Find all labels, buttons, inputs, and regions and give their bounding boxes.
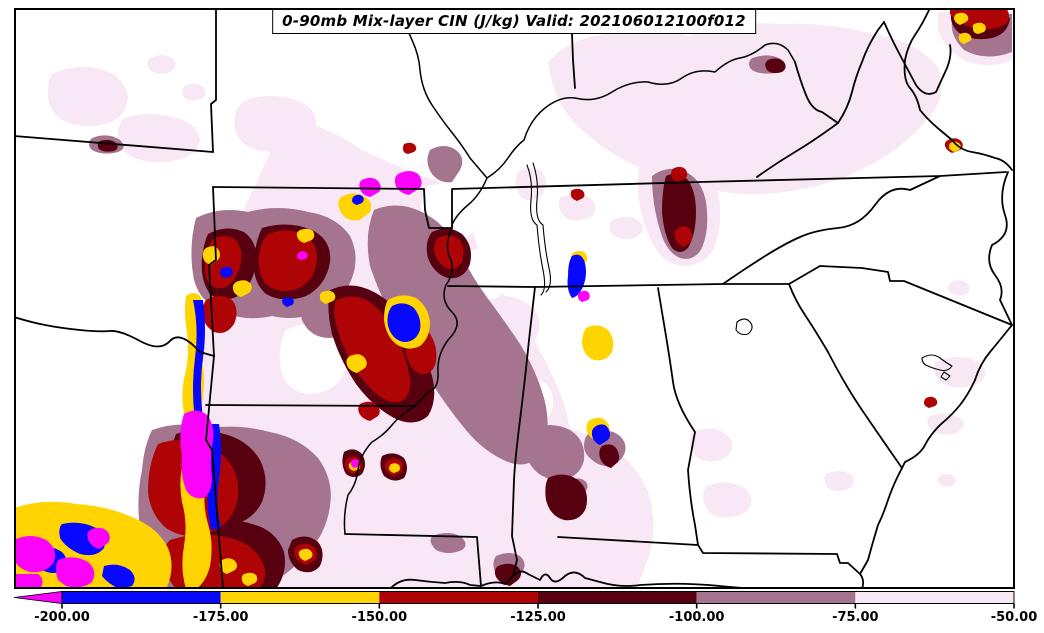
colorbar-tick-label: -75.00: [832, 610, 879, 625]
lake-barkley: [532, 162, 552, 293]
gulf-coast: [389, 570, 801, 589]
map-title-box: 0-90mb Mix-layer CIN (J/kg) Valid: 20210…: [272, 9, 756, 34]
colorbar-bin: [379, 591, 538, 604]
colorbar-tick-label: -150.00: [352, 610, 408, 625]
coastline: [389, 8, 1013, 589]
colorbar-tick-label: -125.00: [510, 610, 566, 625]
map-content: [14, 8, 1013, 589]
colorbar-bin: [538, 591, 697, 604]
atlantic-coast: [903, 8, 1013, 171]
colorbar-tick-label: -50.00: [991, 610, 1038, 625]
colorbar-tick-label: -175.00: [193, 610, 249, 625]
map-title: 0-90mb Mix-layer CIN (J/kg) Valid: 20210…: [282, 12, 746, 30]
colorbar: -200.00 -175.00 -150.00 -125.00 -100.00 -75.0…: [13, 591, 1044, 631]
rivers-and-lakes: [343, 8, 953, 535]
carolina-coast: [859, 171, 1013, 589]
ga-lake: [735, 318, 753, 336]
colorbar-tick-label: -200.00: [34, 610, 90, 625]
colorbar-bin: [62, 591, 221, 604]
colorbar-underflow-arrow: [13, 591, 63, 604]
colorbar-bin: [220, 591, 380, 604]
colorbar-outline: [61, 591, 1015, 604]
colorbar-svg: -200.00 -175.00 -150.00 -125.00 -100.00 -75.0…: [13, 591, 1038, 625]
sc-lakes: [921, 354, 953, 381]
kentucky-lake: [526, 164, 546, 296]
ohio-river: [486, 42, 796, 179]
mississippi-river: [343, 8, 488, 535]
colorbar-bin: [696, 591, 856, 604]
colorbar-bin: [855, 591, 1014, 604]
colorbar-tick-label: -100.00: [669, 610, 725, 625]
